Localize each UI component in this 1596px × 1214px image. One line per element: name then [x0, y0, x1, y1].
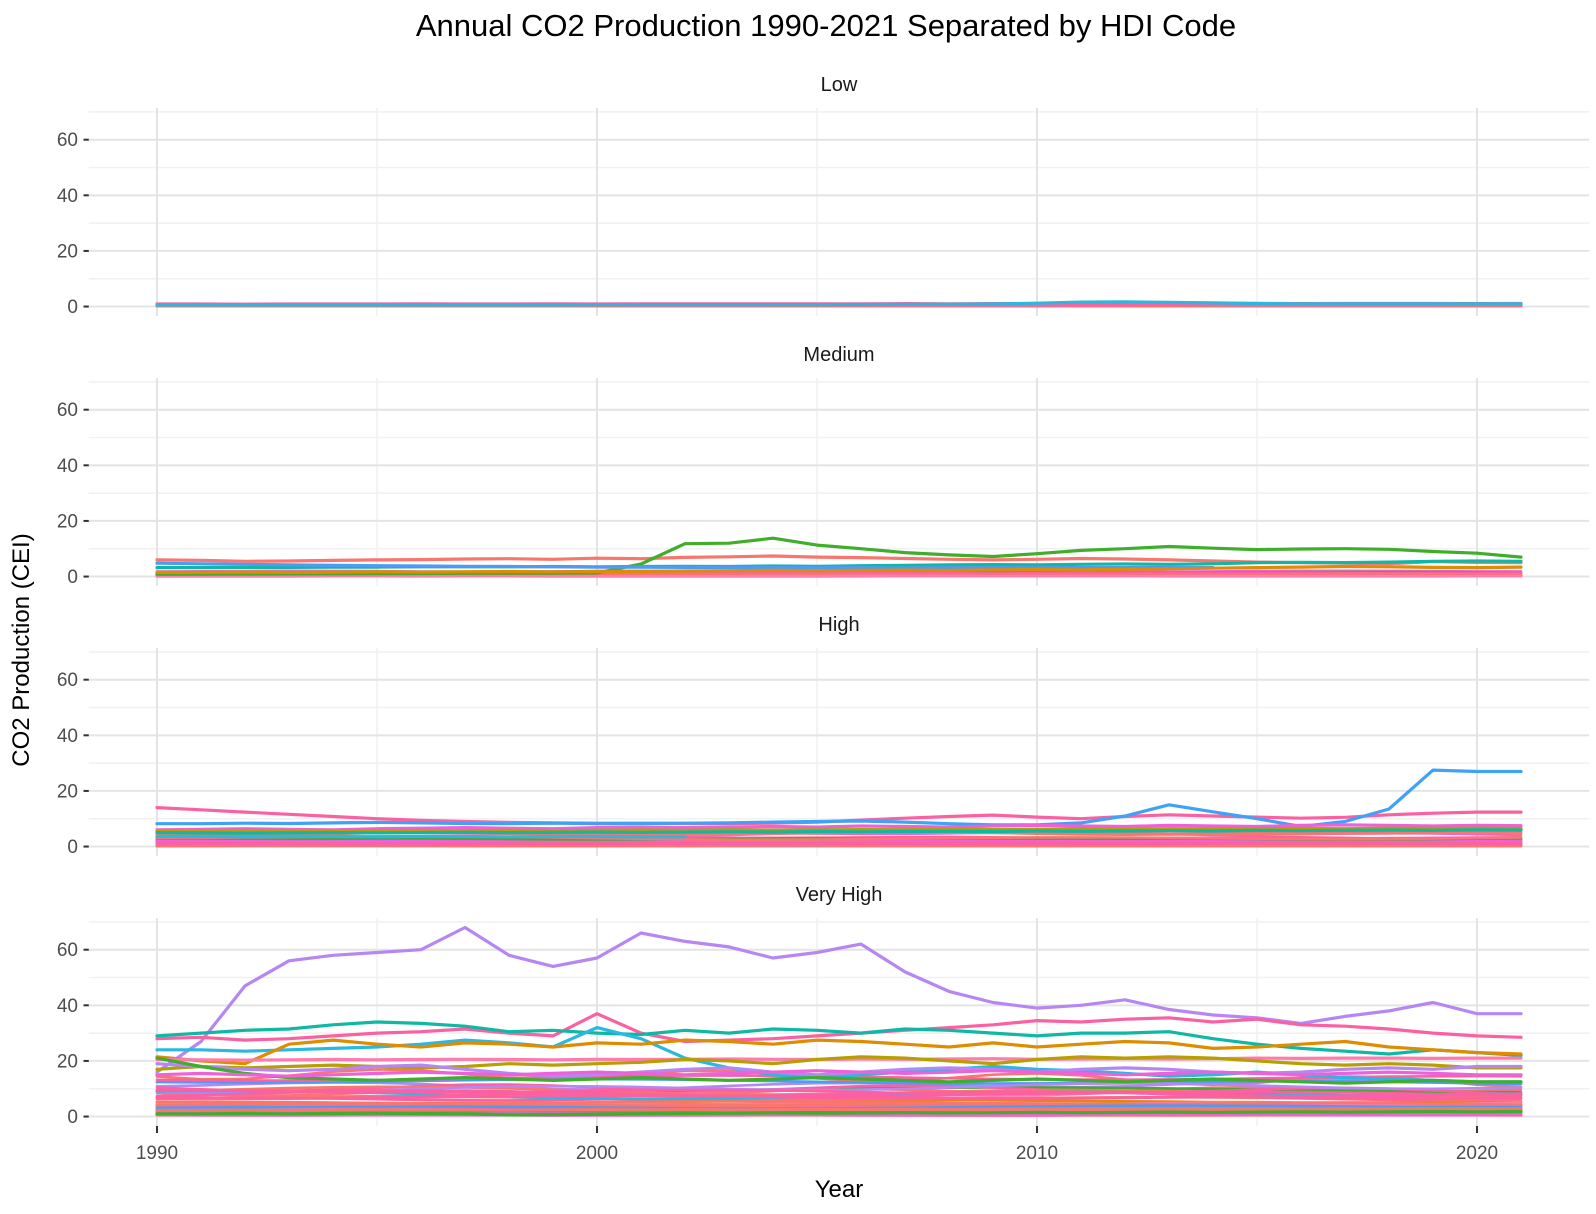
facet-strip-low: Low — [820, 74, 858, 96]
series-line-high-magenta — [155, 823, 1523, 832]
y-tick-label: 0 — [67, 297, 78, 318]
series-line-medium-orange — [155, 564, 1523, 574]
x-tick-label: 2020 — [1456, 1143, 1498, 1164]
series-line-veryhigh-green — [155, 1056, 1523, 1085]
y-tick-label: 0 — [67, 567, 78, 588]
y-tick-label: 20 — [57, 781, 78, 802]
series-line-veryhigh-salmon-low — [155, 1107, 1523, 1112]
y-tick-label: 40 — [57, 456, 78, 477]
y-tick-label: 60 — [57, 400, 78, 421]
y-tick-label: 20 — [57, 1051, 78, 1072]
y-tick-label: 0 — [67, 1107, 78, 1128]
y-tick-label: 60 — [57, 670, 78, 691]
chart-title: Annual CO2 Production 1990-2021 Separate… — [415, 8, 1237, 43]
series-line-medium-blue-partial — [155, 561, 1215, 570]
series-line-medium-green — [155, 536, 1523, 576]
series-line-veryhigh-magenta — [155, 1069, 1523, 1078]
y-tick-label: 20 — [57, 241, 78, 262]
series-line-veryhigh-hotpink — [155, 1012, 1523, 1044]
band-line — [155, 1088, 1523, 1097]
band-line — [155, 841, 1523, 846]
y-tick-label: 40 — [57, 996, 78, 1017]
series-line-veryhigh-green-bottom — [155, 1109, 1523, 1117]
x-tick-label: 1990 — [136, 1143, 178, 1164]
y-tick-label: 0 — [67, 837, 78, 858]
x-axis-title: Year — [814, 1176, 864, 1203]
facet-strip-medium: Medium — [803, 344, 875, 366]
y-tick-label: 40 — [57, 726, 78, 747]
facet-strip-high: High — [818, 614, 860, 636]
y-tick-label: 20 — [57, 511, 78, 532]
series-line-high-teal — [155, 828, 1523, 835]
series-line-veryhigh-violet2 — [155, 1062, 1523, 1078]
y-tick-label: 40 — [57, 186, 78, 207]
series-line-veryhigh-teal — [155, 1020, 1523, 1057]
band-line — [155, 1113, 1523, 1117]
facet-strip-very-high: Very High — [795, 884, 883, 906]
x-tick-label: 2000 — [576, 1143, 618, 1164]
band-line — [155, 1089, 1523, 1101]
series-line-low-cyan-bump — [155, 300, 1523, 307]
y-tick-label: 60 — [57, 940, 78, 961]
x-tick-label: 2010 — [1016, 1143, 1058, 1164]
band-line — [155, 1091, 1523, 1100]
series-line-high-olive — [155, 826, 1523, 834]
series-line-veryhigh-orange — [155, 1038, 1523, 1066]
y-tick-label: 60 — [57, 130, 78, 151]
